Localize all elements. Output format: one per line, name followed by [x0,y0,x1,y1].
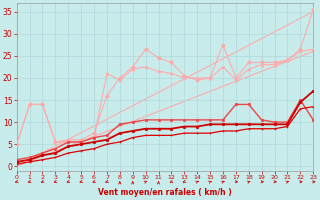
X-axis label: Vent moyen/en rafales ( km/h ): Vent moyen/en rafales ( km/h ) [98,188,232,197]
